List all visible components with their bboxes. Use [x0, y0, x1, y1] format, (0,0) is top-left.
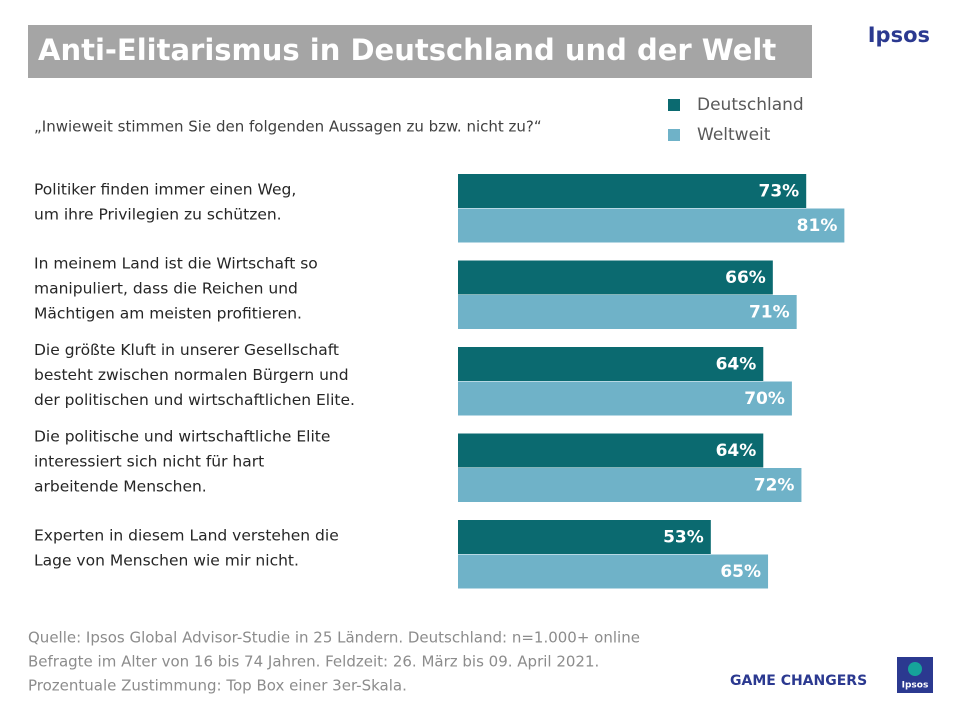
legend-label: Weltweit: [697, 125, 771, 145]
value-label: 81%: [797, 216, 838, 236]
value-label: 53%: [663, 527, 704, 547]
value-label: 66%: [725, 268, 766, 288]
bar: [458, 208, 845, 243]
bar: [458, 554, 769, 589]
bar: [458, 433, 764, 468]
category-label: arbeitende Menschen.: [34, 478, 207, 496]
bar: [458, 468, 802, 502]
category-label: Lage von Menschen wie mir nicht.: [34, 552, 299, 570]
category-label: Politiker finden immer einen Weg,: [34, 181, 296, 199]
source-note: Quelle: Ipsos Global Advisor-Studie in 2…: [28, 629, 640, 647]
bar: [458, 347, 764, 381]
category-label: Mächtigen am meisten profitieren.: [34, 305, 302, 323]
category-label: besteht zwischen normalen Bürgern und: [34, 366, 349, 384]
legend-label: Deutschland: [697, 95, 804, 115]
category-label: Experten in diesem Land verstehen die: [34, 527, 339, 545]
value-label: 64%: [716, 354, 757, 374]
bar: [458, 520, 711, 554]
value-label: 65%: [720, 562, 761, 582]
source-note: Befragte im Alter von 16 bis 74 Jahren. …: [28, 653, 599, 671]
chart-title: Anti-Elitarismus in Deutschland und der …: [38, 33, 776, 67]
value-label: 72%: [754, 475, 795, 495]
bar: [458, 381, 792, 416]
legend-swatch: [668, 129, 680, 141]
category-label: Die politische und wirtschaftliche Elite: [34, 428, 330, 446]
source-note: Prozentuale Zustimmung: Top Box einer 3e…: [28, 677, 407, 695]
value-label: 71%: [749, 302, 790, 322]
category-label: um ihre Privilegien zu schützen.: [34, 206, 282, 224]
bar: [458, 174, 807, 208]
badge-dot: [908, 662, 922, 676]
category-label: Die größte Kluft in unserer Gesellschaft: [34, 341, 339, 359]
logo: Ipsos: [868, 23, 930, 47]
category-label: In meinem Land ist die Wirtschaft so: [34, 255, 318, 273]
title-box: [28, 25, 812, 78]
tagline: GAME CHANGERS: [730, 673, 867, 689]
legend-swatch: [668, 99, 680, 111]
value-label: 73%: [759, 181, 800, 201]
category-label: interessiert sich nicht für hart: [34, 453, 264, 471]
value-label: 64%: [716, 441, 757, 461]
badge-text: Ipsos: [902, 681, 929, 691]
bar: [458, 295, 797, 329]
value-label: 70%: [744, 389, 785, 409]
category-label: der politischen und wirtschaftlichen Eli…: [34, 391, 355, 409]
bar: [458, 260, 773, 295]
category-label: manipuliert, dass die Reichen und: [34, 280, 298, 298]
subtitle: „Inwieweit stimmen Sie den folgenden Aus…: [34, 118, 542, 136]
